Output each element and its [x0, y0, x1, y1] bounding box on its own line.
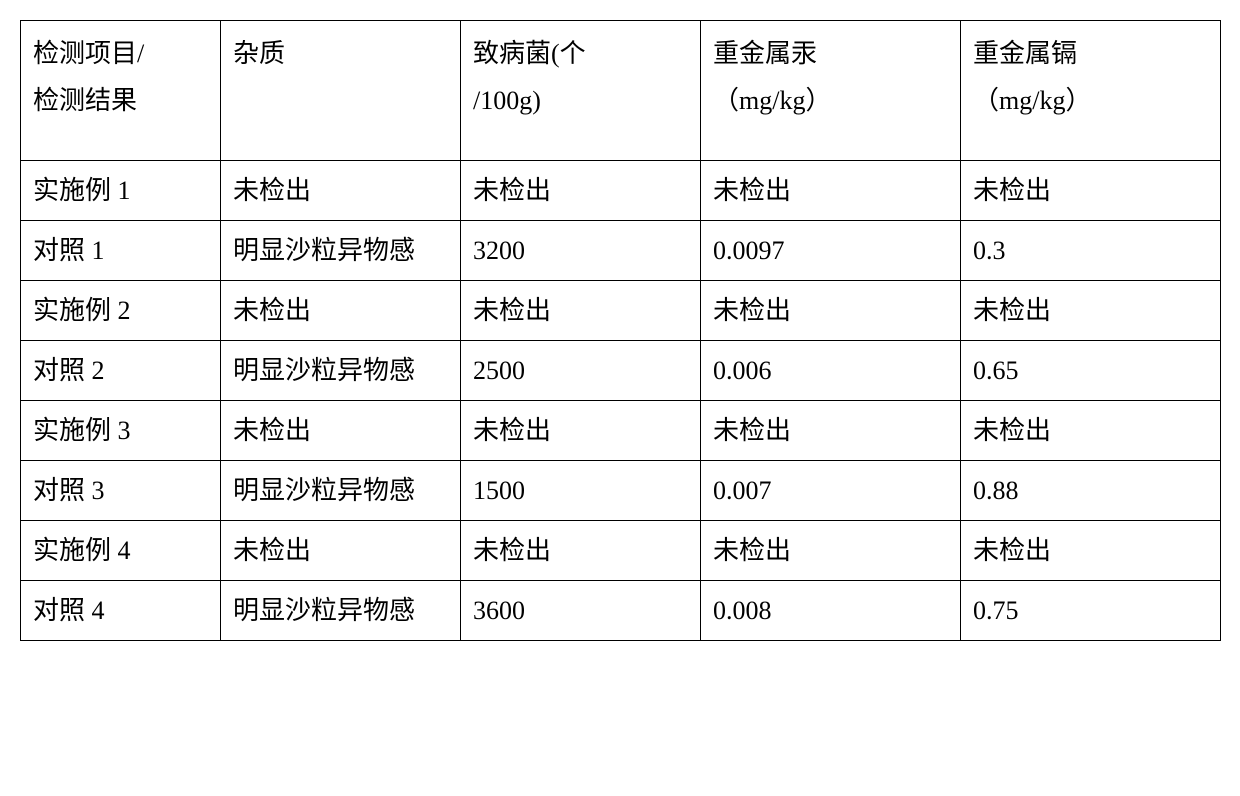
cadmium-cell: 未检出	[961, 401, 1221, 461]
mercury-cell: 未检出	[701, 161, 961, 221]
header-cell-pathogen: 致病菌(个 /100g)	[461, 21, 701, 161]
row-label-cell: 对照 2	[21, 341, 221, 401]
pathogen-cell: 未检出	[461, 281, 701, 341]
impurity-cell: 明显沙粒异物感	[221, 341, 461, 401]
table-row: 对照 1 明显沙粒异物感 3200 0.0097 0.3	[21, 221, 1221, 281]
header-line2: （mg/kg）	[973, 86, 1091, 115]
table-row: 对照 3 明显沙粒异物感 1500 0.007 0.88	[21, 461, 1221, 521]
table-row: 实施例 4 未检出 未检出 未检出 未检出	[21, 521, 1221, 581]
table-header-row: 检测项目/ 检测结果 杂质 致病菌(个 /100g) 重金属汞 （mg/kg） …	[21, 21, 1221, 161]
mercury-cell: 未检出	[701, 521, 961, 581]
table-row: 实施例 2 未检出 未检出 未检出 未检出	[21, 281, 1221, 341]
impurity-cell: 明显沙粒异物感	[221, 461, 461, 521]
impurity-cell: 未检出	[221, 281, 461, 341]
row-label-cell: 实施例 1	[21, 161, 221, 221]
header-line1: 检测项目/	[33, 39, 144, 68]
pathogen-cell: 未检出	[461, 521, 701, 581]
row-label-cell: 实施例 2	[21, 281, 221, 341]
cadmium-cell: 0.88	[961, 461, 1221, 521]
row-label-cell: 对照 1	[21, 221, 221, 281]
header-line2: 检测结果	[33, 86, 137, 115]
cadmium-cell: 未检出	[961, 521, 1221, 581]
row-label-cell: 实施例 3	[21, 401, 221, 461]
cadmium-cell: 0.3	[961, 221, 1221, 281]
mercury-cell: 0.006	[701, 341, 961, 401]
row-label-cell: 对照 4	[21, 581, 221, 641]
table-row: 对照 4 明显沙粒异物感 3600 0.008 0.75	[21, 581, 1221, 641]
header-line1: 重金属镉	[973, 39, 1077, 68]
table-row: 实施例 3 未检出 未检出 未检出 未检出	[21, 401, 1221, 461]
header-line1: 杂质	[233, 39, 285, 68]
row-label-cell: 对照 3	[21, 461, 221, 521]
header-line1: 致病菌(个	[473, 39, 586, 68]
impurity-cell: 未检出	[221, 401, 461, 461]
impurity-cell: 未检出	[221, 521, 461, 581]
row-label-cell: 实施例 4	[21, 521, 221, 581]
impurity-cell: 明显沙粒异物感	[221, 581, 461, 641]
pathogen-cell: 未检出	[461, 401, 701, 461]
mercury-cell: 0.007	[701, 461, 961, 521]
detection-results-table: 检测项目/ 检测结果 杂质 致病菌(个 /100g) 重金属汞 （mg/kg） …	[20, 20, 1221, 641]
mercury-cell: 未检出	[701, 281, 961, 341]
cadmium-cell: 0.75	[961, 581, 1221, 641]
header-cell-mercury: 重金属汞 （mg/kg）	[701, 21, 961, 161]
impurity-cell: 明显沙粒异物感	[221, 221, 461, 281]
cadmium-cell: 未检出	[961, 281, 1221, 341]
cadmium-cell: 未检出	[961, 161, 1221, 221]
pathogen-cell: 2500	[461, 341, 701, 401]
pathogen-cell: 1500	[461, 461, 701, 521]
table-row: 实施例 1 未检出 未检出 未检出 未检出	[21, 161, 1221, 221]
header-cell-cadmium: 重金属镉 （mg/kg）	[961, 21, 1221, 161]
mercury-cell: 0.0097	[701, 221, 961, 281]
header-line1: 重金属汞	[713, 39, 817, 68]
header-line2: （mg/kg）	[713, 86, 831, 115]
pathogen-cell: 3200	[461, 221, 701, 281]
table-row: 对照 2 明显沙粒异物感 2500 0.006 0.65	[21, 341, 1221, 401]
header-line2: /100g)	[473, 86, 541, 115]
pathogen-cell: 未检出	[461, 161, 701, 221]
mercury-cell: 0.008	[701, 581, 961, 641]
header-cell-impurity: 杂质	[221, 21, 461, 161]
impurity-cell: 未检出	[221, 161, 461, 221]
mercury-cell: 未检出	[701, 401, 961, 461]
header-cell-item: 检测项目/ 检测结果	[21, 21, 221, 161]
cadmium-cell: 0.65	[961, 341, 1221, 401]
pathogen-cell: 3600	[461, 581, 701, 641]
